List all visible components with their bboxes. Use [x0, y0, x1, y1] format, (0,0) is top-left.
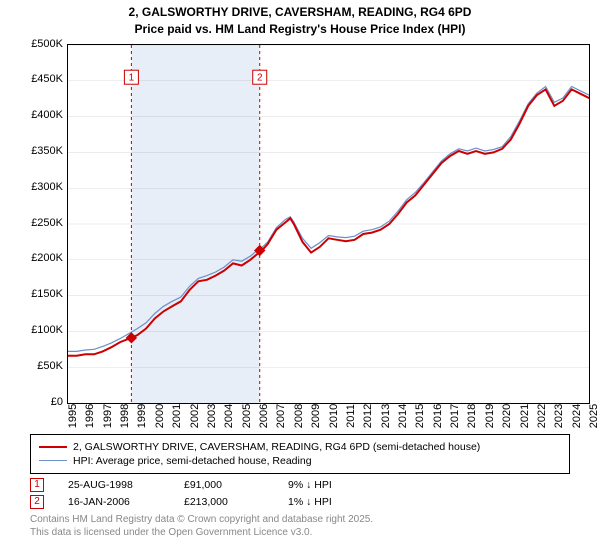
- chart-title: 2, GALSWORTHY DRIVE, CAVERSHAM, READING,…: [0, 0, 600, 38]
- x-tick-label: 2007: [275, 403, 287, 427]
- x-tick-label: 2021: [519, 403, 531, 427]
- transaction-row: 2 16-JAN-2006 £213,000 1% ↓ HPI: [30, 495, 570, 509]
- x-tick-label: 1999: [136, 403, 148, 427]
- x-tick-label: 2025: [588, 403, 600, 427]
- x-tick-label: 2010: [328, 403, 340, 427]
- y-tick-label: £300K: [17, 181, 63, 193]
- transaction-diff: 1% ↓ HPI: [288, 496, 332, 508]
- y-tick-label: £350K: [17, 145, 63, 157]
- x-tick-label: 2013: [380, 403, 392, 427]
- transaction-price: £213,000: [184, 496, 264, 508]
- x-tick-label: 2008: [293, 403, 305, 427]
- legend-item: 2, GALSWORTHY DRIVE, CAVERSHAM, READING,…: [39, 441, 561, 453]
- y-tick-label: £200K: [17, 252, 63, 264]
- x-tick-label: 1998: [119, 403, 131, 427]
- x-tick-label: 2015: [414, 403, 426, 427]
- y-tick-label: £250K: [17, 217, 63, 229]
- transaction-marker: 1: [30, 478, 44, 492]
- transaction-marker: 2: [30, 495, 44, 509]
- y-tick-label: £0: [17, 396, 63, 408]
- transaction-diff: 9% ↓ HPI: [288, 479, 332, 491]
- title-line1: 2, GALSWORTHY DRIVE, CAVERSHAM, READING,…: [0, 4, 600, 21]
- transaction-row: 1 25-AUG-1998 £91,000 9% ↓ HPI: [30, 478, 570, 492]
- x-tick-label: 2002: [189, 403, 201, 427]
- x-tick-label: 2018: [466, 403, 478, 427]
- x-tick-label: 2014: [397, 403, 409, 427]
- x-tick-label: 2009: [310, 403, 322, 427]
- x-tick-label: 2004: [223, 403, 235, 427]
- y-tick-label: £500K: [17, 38, 63, 50]
- legend: 2, GALSWORTHY DRIVE, CAVERSHAM, READING,…: [30, 434, 570, 474]
- x-tick-label: 2016: [432, 403, 444, 427]
- svg-text:2: 2: [257, 72, 263, 83]
- x-tick-label: 1995: [67, 403, 79, 427]
- x-tick-label: 2001: [171, 403, 183, 427]
- plot-svg: 12: [68, 45, 589, 403]
- x-tick-label: 2011: [345, 404, 357, 428]
- legend-item: HPI: Average price, semi-detached house,…: [39, 455, 561, 467]
- line-chart: 12 £0£50K£100K£150K£200K£250K£300K£350K£…: [22, 44, 590, 424]
- x-tick-label: 2006: [258, 403, 270, 427]
- x-tick-label: 1996: [84, 403, 96, 427]
- legend-label: HPI: Average price, semi-detached house,…: [73, 455, 312, 467]
- x-tick-label: 2000: [154, 403, 166, 427]
- footer-attribution: Contains HM Land Registry data © Crown c…: [30, 513, 570, 539]
- x-tick-label: 2022: [536, 403, 548, 427]
- y-tick-label: £150K: [17, 288, 63, 300]
- y-tick-label: £400K: [17, 109, 63, 121]
- legend-swatch: [39, 446, 67, 448]
- x-tick-label: 2012: [362, 403, 374, 427]
- transaction-date: 16-JAN-2006: [68, 496, 160, 508]
- transaction-date: 25-AUG-1998: [68, 479, 160, 491]
- x-tick-label: 2019: [484, 403, 496, 427]
- x-tick-label: 2017: [449, 403, 461, 427]
- y-tick-label: £100K: [17, 324, 63, 336]
- x-tick-label: 2024: [571, 403, 583, 427]
- footer-line2: This data is licensed under the Open Gov…: [30, 526, 570, 539]
- x-tick-label: 2023: [553, 403, 565, 427]
- legend-swatch: [39, 460, 67, 461]
- transaction-table: 1 25-AUG-1998 £91,000 9% ↓ HPI 2 16-JAN-2006 £…: [30, 478, 570, 509]
- legend-label: 2, GALSWORTHY DRIVE, CAVERSHAM, READING,…: [73, 441, 480, 453]
- y-tick-label: £450K: [17, 73, 63, 85]
- x-tick-label: 1997: [102, 403, 114, 427]
- footer-line1: Contains HM Land Registry data © Crown c…: [30, 513, 570, 526]
- x-tick-label: 2003: [206, 403, 218, 427]
- x-tick-label: 2020: [501, 403, 513, 427]
- svg-text:1: 1: [129, 72, 135, 83]
- x-tick-label: 2005: [241, 403, 253, 427]
- title-line2: Price paid vs. HM Land Registry's House …: [0, 21, 600, 38]
- transaction-price: £91,000: [184, 479, 264, 491]
- plot-region: 12: [67, 44, 590, 404]
- y-tick-label: £50K: [17, 360, 63, 372]
